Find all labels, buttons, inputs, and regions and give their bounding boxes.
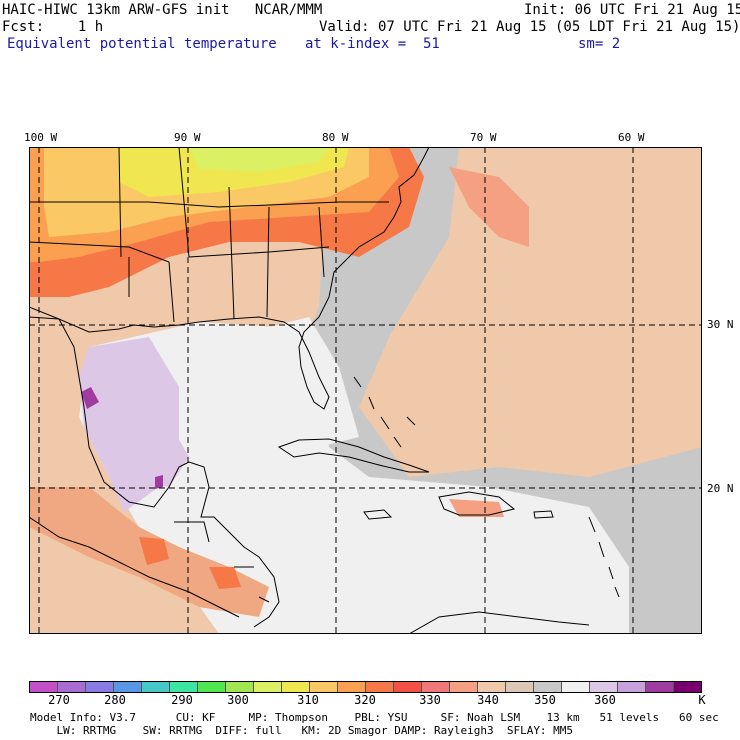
lon-label-90w: 90 W xyxy=(174,131,201,144)
lon-label-60w: 60 W xyxy=(618,131,645,144)
colorbar-swatch xyxy=(618,682,646,692)
colorbar-label-350: 350 xyxy=(534,693,556,707)
atlantic-warm-tongue xyxy=(449,167,529,247)
level-index: at k-index = 51 xyxy=(305,36,440,52)
hispaniola-outline xyxy=(438,491,516,516)
lavender-gulf-center xyxy=(129,422,189,487)
gulf-east-field xyxy=(229,317,359,447)
colorbar-swatch xyxy=(170,682,198,692)
colorbar-label-360: 360 xyxy=(594,693,616,707)
colorbar xyxy=(29,681,702,693)
bahamas-islands xyxy=(353,376,416,448)
lime-band xyxy=(189,147,329,172)
colorbar-unit: K xyxy=(698,693,706,707)
colorbar-label-310: 310 xyxy=(297,693,319,707)
colorbar-swatch xyxy=(394,682,422,692)
colorbar-swatch xyxy=(646,682,674,692)
puerto-rico-outline xyxy=(533,510,554,519)
jamaica-outline xyxy=(363,509,393,520)
field-name: Equivalent potential temperature xyxy=(7,36,277,52)
colorbar-swatch xyxy=(142,682,170,692)
cuba-outline xyxy=(277,438,430,473)
state-borders xyxy=(29,147,389,323)
colorbar-swatch xyxy=(254,682,282,692)
mexico-gulf-coast xyxy=(58,318,190,508)
us-coastline xyxy=(29,147,430,410)
colorbar-swatch xyxy=(86,682,114,692)
forecast-hour: Fcst: 1 h xyxy=(2,19,104,35)
colorbar-label-340: 340 xyxy=(477,693,499,707)
purple-patch-2 xyxy=(155,475,163,489)
theta-e-map xyxy=(29,147,702,634)
purple-patch-1 xyxy=(81,387,99,409)
colorbar-label-330: 330 xyxy=(419,693,441,707)
central-america-hot-2 xyxy=(209,567,241,589)
central-america-borders xyxy=(174,521,270,603)
colorbar-swatch xyxy=(282,682,310,692)
model-info-line1: Model Info: V3.7 CU: KF MP: Thompson PBL… xyxy=(30,711,719,724)
colorbar-label-280: 280 xyxy=(104,693,126,707)
map-frame xyxy=(29,147,702,634)
colorbar-label-270: 270 xyxy=(48,693,70,707)
colorbar-label-290: 290 xyxy=(171,693,193,707)
colorbar-swatch xyxy=(30,682,58,692)
colorbar-swatch xyxy=(58,682,86,692)
caribbean-field xyxy=(79,322,629,634)
valid-time: Valid: 07 UTC Fri 21 Aug 15 (05 LDT Fri … xyxy=(319,19,740,35)
pacific-coast xyxy=(29,516,240,618)
lon-label-70w: 70 W xyxy=(470,131,497,144)
mexico-us-border xyxy=(29,306,60,320)
colorbar-swatch xyxy=(226,682,254,692)
colorbar-label-320: 320 xyxy=(354,693,376,707)
south-america-coast xyxy=(408,611,590,634)
colorbar-swatch xyxy=(478,682,506,692)
model-title: HAIC-HIWC 13km ARW-GFS init NCAR/MMM xyxy=(2,2,323,18)
colorbar-swatch xyxy=(590,682,618,692)
lat-label-30n: 30 N xyxy=(707,318,734,331)
colorbar-swatch xyxy=(422,682,450,692)
central-america-hot-1 xyxy=(139,537,169,565)
colorbar-swatch xyxy=(114,682,142,692)
lesser-antilles xyxy=(588,516,620,598)
colorbar-swatch xyxy=(506,682,534,692)
central-america-coast xyxy=(188,461,280,628)
colorbar-swatch xyxy=(310,682,338,692)
colorbar-swatch xyxy=(366,682,394,692)
colorbar-label-300: 300 xyxy=(227,693,249,707)
lat-label-20n: 20 N xyxy=(707,482,734,495)
init-time: Init: 06 UTC Fri 21 Aug 15 xyxy=(524,2,740,18)
colorbar-swatch xyxy=(450,682,478,692)
hispaniola-warm xyxy=(449,499,504,517)
smoothing: sm= 2 xyxy=(578,36,621,52)
colorbar-swatch xyxy=(338,682,366,692)
colorbar-swatch xyxy=(534,682,562,692)
colorbar-swatch xyxy=(562,682,590,692)
colorbar-swatch xyxy=(674,682,701,692)
model-info-line2: LW: RRTMG SW: RRTMG DIFF: full KM: 2D Sm… xyxy=(30,724,574,737)
colorbar-swatch xyxy=(198,682,226,692)
lon-label-100w: 100 W xyxy=(24,131,58,144)
lon-label-80w: 80 W xyxy=(322,131,349,144)
